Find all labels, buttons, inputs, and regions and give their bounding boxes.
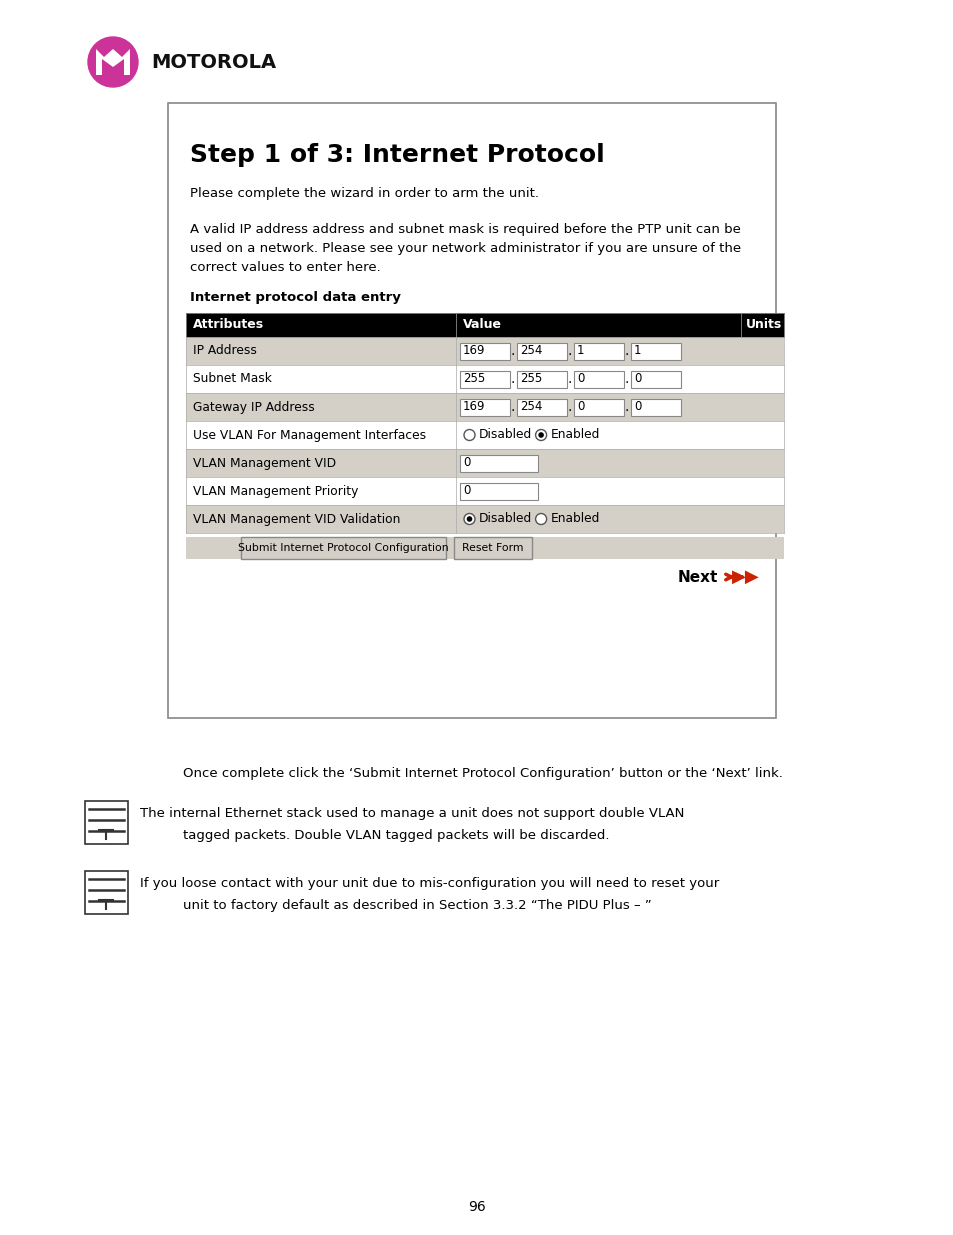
Text: VLAN Management VID Validation: VLAN Management VID Validation	[193, 513, 400, 526]
Circle shape	[88, 37, 138, 86]
Text: 0: 0	[577, 373, 584, 385]
Circle shape	[466, 516, 472, 522]
Text: 255: 255	[519, 373, 541, 385]
Text: .: .	[624, 400, 629, 414]
Bar	[168, 103, 775, 718]
Circle shape	[463, 514, 475, 525]
Text: 0: 0	[577, 400, 584, 414]
Bar	[186, 366, 783, 393]
Circle shape	[537, 432, 543, 437]
Text: .: .	[624, 372, 629, 387]
FancyBboxPatch shape	[517, 370, 566, 388]
Text: tagged packets. Double VLAN tagged packets will be discarded.: tagged packets. Double VLAN tagged packe…	[183, 829, 609, 842]
Text: 1: 1	[577, 345, 584, 357]
Text: Gateway IP Address: Gateway IP Address	[193, 400, 314, 414]
Text: Subnet Mask: Subnet Mask	[193, 373, 272, 385]
Text: If you loose contact with your unit due to mis-configuration you will need to re: If you loose contact with your unit due …	[140, 877, 719, 890]
Text: Disabled: Disabled	[478, 429, 532, 441]
Text: 96: 96	[468, 1200, 485, 1214]
Circle shape	[535, 514, 546, 525]
Text: 169: 169	[462, 400, 485, 414]
Text: Value: Value	[462, 319, 501, 331]
Circle shape	[535, 430, 546, 441]
Text: .: .	[567, 372, 572, 387]
FancyBboxPatch shape	[574, 342, 623, 359]
Circle shape	[463, 430, 475, 441]
Text: Use VLAN For Management Interfaces: Use VLAN For Management Interfaces	[193, 429, 426, 441]
Text: Next: Next	[677, 569, 718, 584]
Polygon shape	[96, 49, 130, 75]
Text: 254: 254	[519, 400, 542, 414]
Text: VLAN Management Priority: VLAN Management Priority	[193, 484, 358, 498]
FancyBboxPatch shape	[241, 537, 446, 559]
Text: .: .	[511, 400, 515, 414]
Text: 0: 0	[634, 400, 640, 414]
Text: IP Address: IP Address	[193, 345, 256, 357]
Bar	[186, 537, 783, 559]
Text: 0: 0	[462, 457, 470, 469]
Text: .: .	[567, 345, 572, 358]
Text: ▶▶: ▶▶	[731, 568, 759, 585]
Text: The internal Ethernet stack used to manage a unit does not support double VLAN: The internal Ethernet stack used to mana…	[140, 806, 683, 820]
FancyBboxPatch shape	[517, 399, 566, 415]
Bar	[186, 421, 783, 450]
Text: unit to factory default as described in Section 3.3.2 “The PIDU Plus – ”: unit to factory default as described in …	[183, 899, 651, 911]
Text: Enabled: Enabled	[550, 429, 599, 441]
Text: .: .	[567, 400, 572, 414]
Text: VLAN Management VID: VLAN Management VID	[193, 457, 335, 469]
Bar	[186, 477, 783, 505]
FancyBboxPatch shape	[459, 342, 510, 359]
FancyBboxPatch shape	[459, 454, 537, 472]
FancyBboxPatch shape	[454, 537, 532, 559]
Text: Internet protocol data entry: Internet protocol data entry	[190, 291, 400, 305]
Text: .: .	[511, 345, 515, 358]
Text: Enabled: Enabled	[550, 513, 599, 526]
Bar	[85, 871, 128, 914]
Text: Submit Internet Protocol Configuration: Submit Internet Protocol Configuration	[238, 543, 448, 553]
Text: 254: 254	[519, 345, 542, 357]
Bar	[186, 337, 783, 366]
Text: A valid IP address address and subnet mask is required before the PTP unit can b: A valid IP address address and subnet ma…	[190, 224, 740, 274]
Text: Please complete the wizard in order to arm the unit.: Please complete the wizard in order to a…	[190, 186, 538, 200]
Text: 1: 1	[634, 345, 640, 357]
FancyBboxPatch shape	[630, 399, 680, 415]
FancyBboxPatch shape	[574, 399, 623, 415]
Bar	[85, 802, 128, 844]
Text: Units: Units	[745, 319, 781, 331]
Bar	[186, 393, 783, 421]
Bar	[186, 450, 783, 477]
Text: Step 1 of 3: Internet Protocol: Step 1 of 3: Internet Protocol	[190, 143, 604, 167]
FancyBboxPatch shape	[630, 342, 680, 359]
Text: 0: 0	[634, 373, 640, 385]
Bar	[186, 505, 783, 534]
Text: .: .	[624, 345, 629, 358]
Text: 0: 0	[462, 484, 470, 498]
Bar	[186, 312, 783, 337]
Text: 255: 255	[462, 373, 485, 385]
Text: Reset Form: Reset Form	[462, 543, 523, 553]
Text: .: .	[511, 372, 515, 387]
Text: MOTOROLA: MOTOROLA	[151, 53, 275, 72]
Text: 169: 169	[462, 345, 485, 357]
FancyBboxPatch shape	[574, 370, 623, 388]
Text: Attributes: Attributes	[193, 319, 264, 331]
Text: Disabled: Disabled	[478, 513, 532, 526]
FancyBboxPatch shape	[459, 483, 537, 499]
FancyBboxPatch shape	[459, 370, 510, 388]
Text: Once complete click the ‘Submit Internet Protocol Configuration’ button or the ‘: Once complete click the ‘Submit Internet…	[183, 767, 782, 779]
FancyBboxPatch shape	[517, 342, 566, 359]
FancyBboxPatch shape	[459, 399, 510, 415]
FancyBboxPatch shape	[630, 370, 680, 388]
